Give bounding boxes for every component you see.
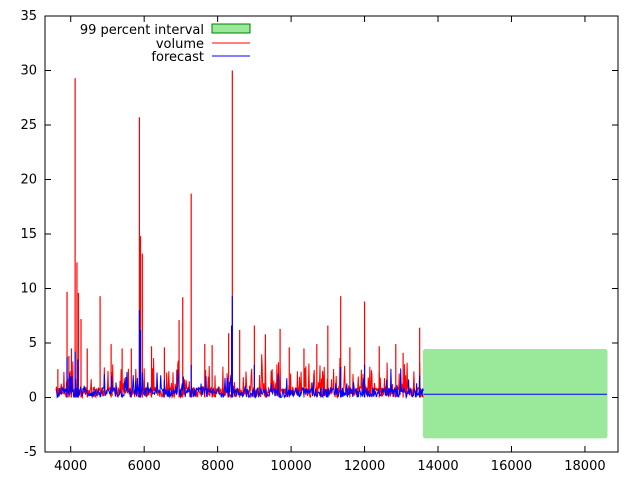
legend-label-forecast: forecast — [151, 50, 204, 65]
legend-label-volume: volume — [156, 37, 204, 52]
x-tick-label: 12000 — [344, 459, 385, 474]
x-tick-label: 6000 — [128, 459, 161, 474]
x-tick-label: 4000 — [54, 459, 87, 474]
x-tick-label: 8000 — [201, 459, 234, 474]
x-tick-label: 14000 — [417, 459, 458, 474]
legend-label-interval: 99 percent interval — [80, 23, 204, 38]
y-tick-label: 20 — [20, 173, 37, 188]
y-tick-label: 25 — [20, 118, 37, 133]
forecast-series — [55, 296, 607, 400]
forecast-fitted-line — [55, 368, 424, 400]
x-tick-label: 10000 — [270, 459, 311, 474]
y-tick-label: 0 — [29, 391, 37, 406]
y-tick-label: -5 — [24, 445, 37, 460]
y-tick-label: 15 — [20, 227, 37, 242]
axes: -5 0 5 10 15 20 25 30 35 4000 6000 8000 10000 12000 14… — [20, 9, 618, 474]
legend: 99 percent interval volume forecast — [80, 23, 251, 65]
y-tick-label: 35 — [20, 9, 37, 24]
y-tick-label: 30 — [20, 64, 37, 79]
y-tick-label: 5 — [29, 336, 37, 351]
x-tick-label: 18000 — [564, 459, 605, 474]
y-tick-label: 10 — [20, 282, 37, 297]
x-tick-label: 16000 — [491, 459, 532, 474]
interval-layer — [422, 349, 608, 439]
interval-band — [422, 349, 608, 439]
legend-swatch-interval — [211, 23, 251, 34]
